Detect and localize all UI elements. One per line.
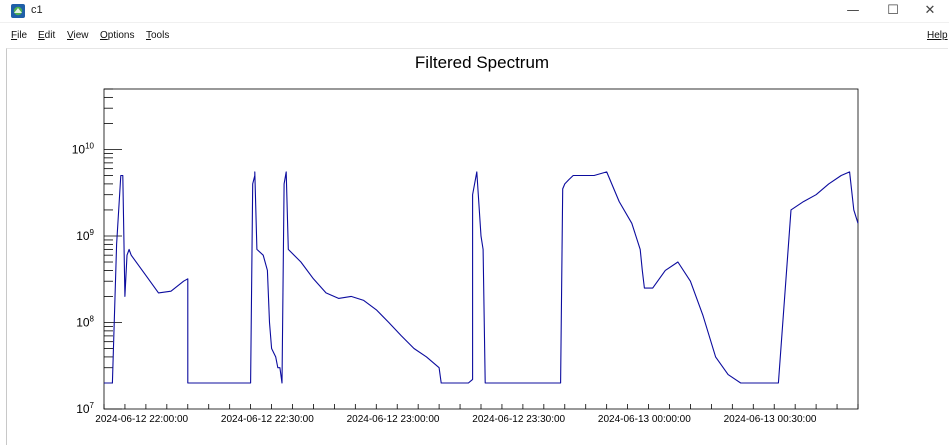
close-icon[interactable]: ✕ <box>924 3 936 18</box>
menu-view-mnemonic: V <box>67 30 74 41</box>
chart-title: Filtered Spectrum <box>415 53 549 72</box>
menu-options-mnemonic: O <box>100 30 108 41</box>
x-axis: 2024-06-12 22:00:00 2024-06-12 22:30:00 20… <box>95 404 859 425</box>
x-tick-label: 2024-06-12 22:00:00 <box>95 414 188 425</box>
x-tick-label: 2024-06-12 23:30:00 <box>472 414 565 425</box>
series-line <box>104 171 859 384</box>
menu-options-label: ptions <box>107 30 135 41</box>
x-tick-label: 2024-06-13 00:00:00 <box>598 414 691 425</box>
menu-edit[interactable]: Edit <box>38 30 55 41</box>
maximize-icon[interactable]: ☐ <box>887 3 899 18</box>
root-app-icon <box>11 4 25 18</box>
menu-view[interactable]: View <box>67 30 89 41</box>
y-axis: 107 108 109 1010 <box>72 88 122 416</box>
menu-file[interactable]: File <box>11 30 27 41</box>
y-tick-label: 107 <box>76 401 94 416</box>
plot-frame <box>103 88 859 410</box>
root-canvas[interactable] <box>6 48 948 445</box>
minimize-icon[interactable]: — <box>846 3 860 18</box>
window-titlebar: c1 — ☐ ✕ <box>0 0 949 23</box>
x-tick-label: 2024-06-12 22:30:00 <box>221 414 314 425</box>
menu-edit-mnemonic: E <box>38 30 45 41</box>
y-tick-label: 108 <box>76 314 94 329</box>
y-tick-label: 1010 <box>72 141 95 156</box>
menu-view-label: iew <box>73 30 89 41</box>
x-tick-label: 2024-06-13 00:30:00 <box>724 414 817 425</box>
menu-tools-mnemonic: T <box>146 30 151 41</box>
menu-tools-label: ools <box>151 30 170 41</box>
window-title: c1 <box>31 4 43 16</box>
menu-help[interactable]: Help <box>927 30 948 41</box>
menu-edit-label: dit <box>44 30 56 41</box>
menu-file-mnemonic: F <box>11 30 18 41</box>
x-tick-label: 2024-06-12 23:00:00 <box>347 414 440 425</box>
menubar: File Edit View Options Tools Help <box>0 30 949 48</box>
menu-file-label: ile <box>17 30 28 41</box>
y-tick-label: 109 <box>76 228 94 243</box>
menu-options[interactable]: Options <box>100 30 134 41</box>
menu-tools[interactable]: Tools <box>146 30 169 41</box>
